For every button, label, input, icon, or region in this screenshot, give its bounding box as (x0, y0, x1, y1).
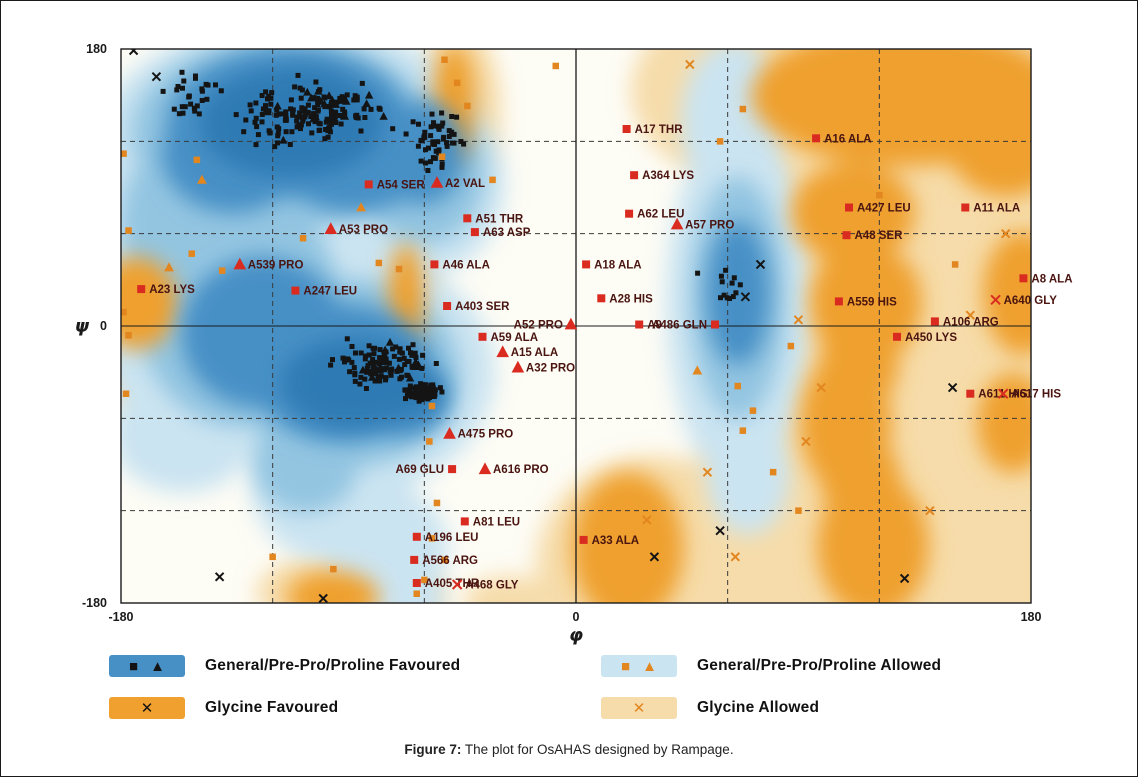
legend-swatch-general-allowed: ■ ▲ (601, 655, 677, 677)
orange-cross-icon: ✕ (632, 699, 646, 717)
svg-text:-180: -180 (82, 596, 107, 610)
svg-text:A63 ASP: A63 ASP (483, 227, 531, 239)
svg-text:A616 PRO: A616 PRO (493, 464, 549, 476)
svg-text:A53 PRO: A53 PRO (339, 224, 388, 236)
svg-text:A364 LYS: A364 LYS (642, 170, 694, 182)
legend-item-general-favoured: ■ ▲ General/Pre-Pro/Proline Favoured (109, 653, 601, 679)
svg-text:180: 180 (86, 42, 107, 56)
svg-text:A69 GLU: A69 GLU (396, 464, 445, 476)
svg-text:A106 ARG: A106 ARG (943, 316, 999, 328)
svg-text:φ: φ (569, 625, 583, 646)
black-square-icon: ■ (129, 657, 139, 675)
svg-text:A11 ALA: A11 ALA (973, 203, 1020, 215)
svg-text:A9: A9 (647, 320, 662, 332)
black-cross-icon: ✕ (140, 699, 154, 717)
caption-label: Figure 7: (404, 742, 462, 757)
svg-text:-180: -180 (108, 610, 133, 624)
orange-square-icon: ■ (621, 657, 631, 675)
svg-text:A33 ALA: A33 ALA (592, 535, 640, 547)
svg-text:A15 ALA: A15 ALA (511, 347, 559, 359)
legend-label-general-favoured: General/Pre-Pro/Proline Favoured (205, 657, 461, 674)
legend-item-general-allowed: ■ ▲ General/Pre-Pro/Proline Allowed (601, 653, 941, 679)
svg-text:A62 LEU: A62 LEU (637, 209, 684, 221)
svg-text:A450 LYS: A450 LYS (905, 332, 957, 344)
svg-text:ψ: ψ (75, 316, 90, 337)
orange-triangle-icon: ▲ (642, 657, 657, 675)
svg-text:A427 LEU: A427 LEU (857, 203, 911, 215)
svg-text:A486 GLN: A486 GLN (652, 320, 707, 332)
legend-label-glycine-allowed: Glycine Allowed (697, 699, 820, 716)
legend-label-general-allowed: General/Pre-Pro/Proline Allowed (697, 657, 942, 674)
svg-text:A403 SER: A403 SER (455, 301, 510, 313)
legend-swatch-glycine-favoured: ✕ (109, 697, 185, 719)
svg-text:A23 LYS: A23 LYS (149, 284, 195, 296)
svg-text:A617 HIS: A617 HIS (1011, 389, 1061, 401)
svg-text:A559 HIS: A559 HIS (847, 296, 897, 308)
legend-item-glycine-favoured: ✕ Glycine Favoured (109, 695, 601, 721)
svg-text:A57 PRO: A57 PRO (685, 219, 734, 231)
black-triangle-icon: ▲ (150, 657, 165, 675)
svg-text:A59 ALA: A59 ALA (491, 332, 539, 344)
svg-text:A405 THR: A405 THR (425, 578, 480, 590)
svg-text:A52 PRO: A52 PRO (514, 320, 563, 332)
svg-text:0: 0 (100, 319, 107, 333)
svg-text:180: 180 (1021, 610, 1042, 624)
svg-text:A48 SER: A48 SER (855, 230, 904, 242)
svg-text:A51 THR: A51 THR (475, 213, 524, 225)
svg-text:A566 ARG: A566 ARG (422, 555, 478, 567)
plot-legend: ■ ▲ General/Pre-Pro/Proline Favoured ■ ▲… (109, 653, 941, 721)
svg-text:A28 HIS: A28 HIS (609, 293, 653, 305)
figure-caption: Figure 7: The plot for OsAHAS designed b… (1, 742, 1137, 757)
legend-swatch-general-favoured: ■ ▲ (109, 655, 185, 677)
svg-text:A54 SER: A54 SER (377, 179, 426, 191)
svg-text:A8 ALA: A8 ALA (1031, 273, 1072, 285)
svg-text:A2 VAL: A2 VAL (445, 178, 485, 190)
svg-text:A16 ALA: A16 ALA (824, 133, 872, 145)
svg-text:A539 PRO: A539 PRO (248, 259, 304, 271)
svg-text:A475 PRO: A475 PRO (458, 429, 514, 441)
legend-item-glycine-allowed: ✕ Glycine Allowed (601, 695, 941, 721)
svg-text:A18 ALA: A18 ALA (594, 259, 642, 271)
ramachandran-plot: A17 THR A16 ALA A364 LYS A54 SER A2 VAL A62 L… (75, 42, 1073, 646)
svg-text:A468 GLY: A468 GLY (465, 580, 519, 592)
svg-text:A17 THR: A17 THR (635, 124, 684, 136)
svg-text:A81 LEU: A81 LEU (473, 516, 520, 528)
svg-text:A196 LEU: A196 LEU (425, 532, 479, 544)
svg-text:A32 PRO: A32 PRO (526, 363, 575, 375)
caption-text: The plot for OsAHAS designed by Rampage. (461, 742, 734, 757)
svg-text:0: 0 (573, 610, 580, 624)
legend-swatch-glycine-allowed: ✕ (601, 697, 677, 719)
svg-text:A46 ALA: A46 ALA (442, 259, 490, 271)
svg-text:A247 LEU: A247 LEU (303, 286, 357, 298)
legend-label-glycine-favoured: Glycine Favoured (205, 699, 339, 716)
